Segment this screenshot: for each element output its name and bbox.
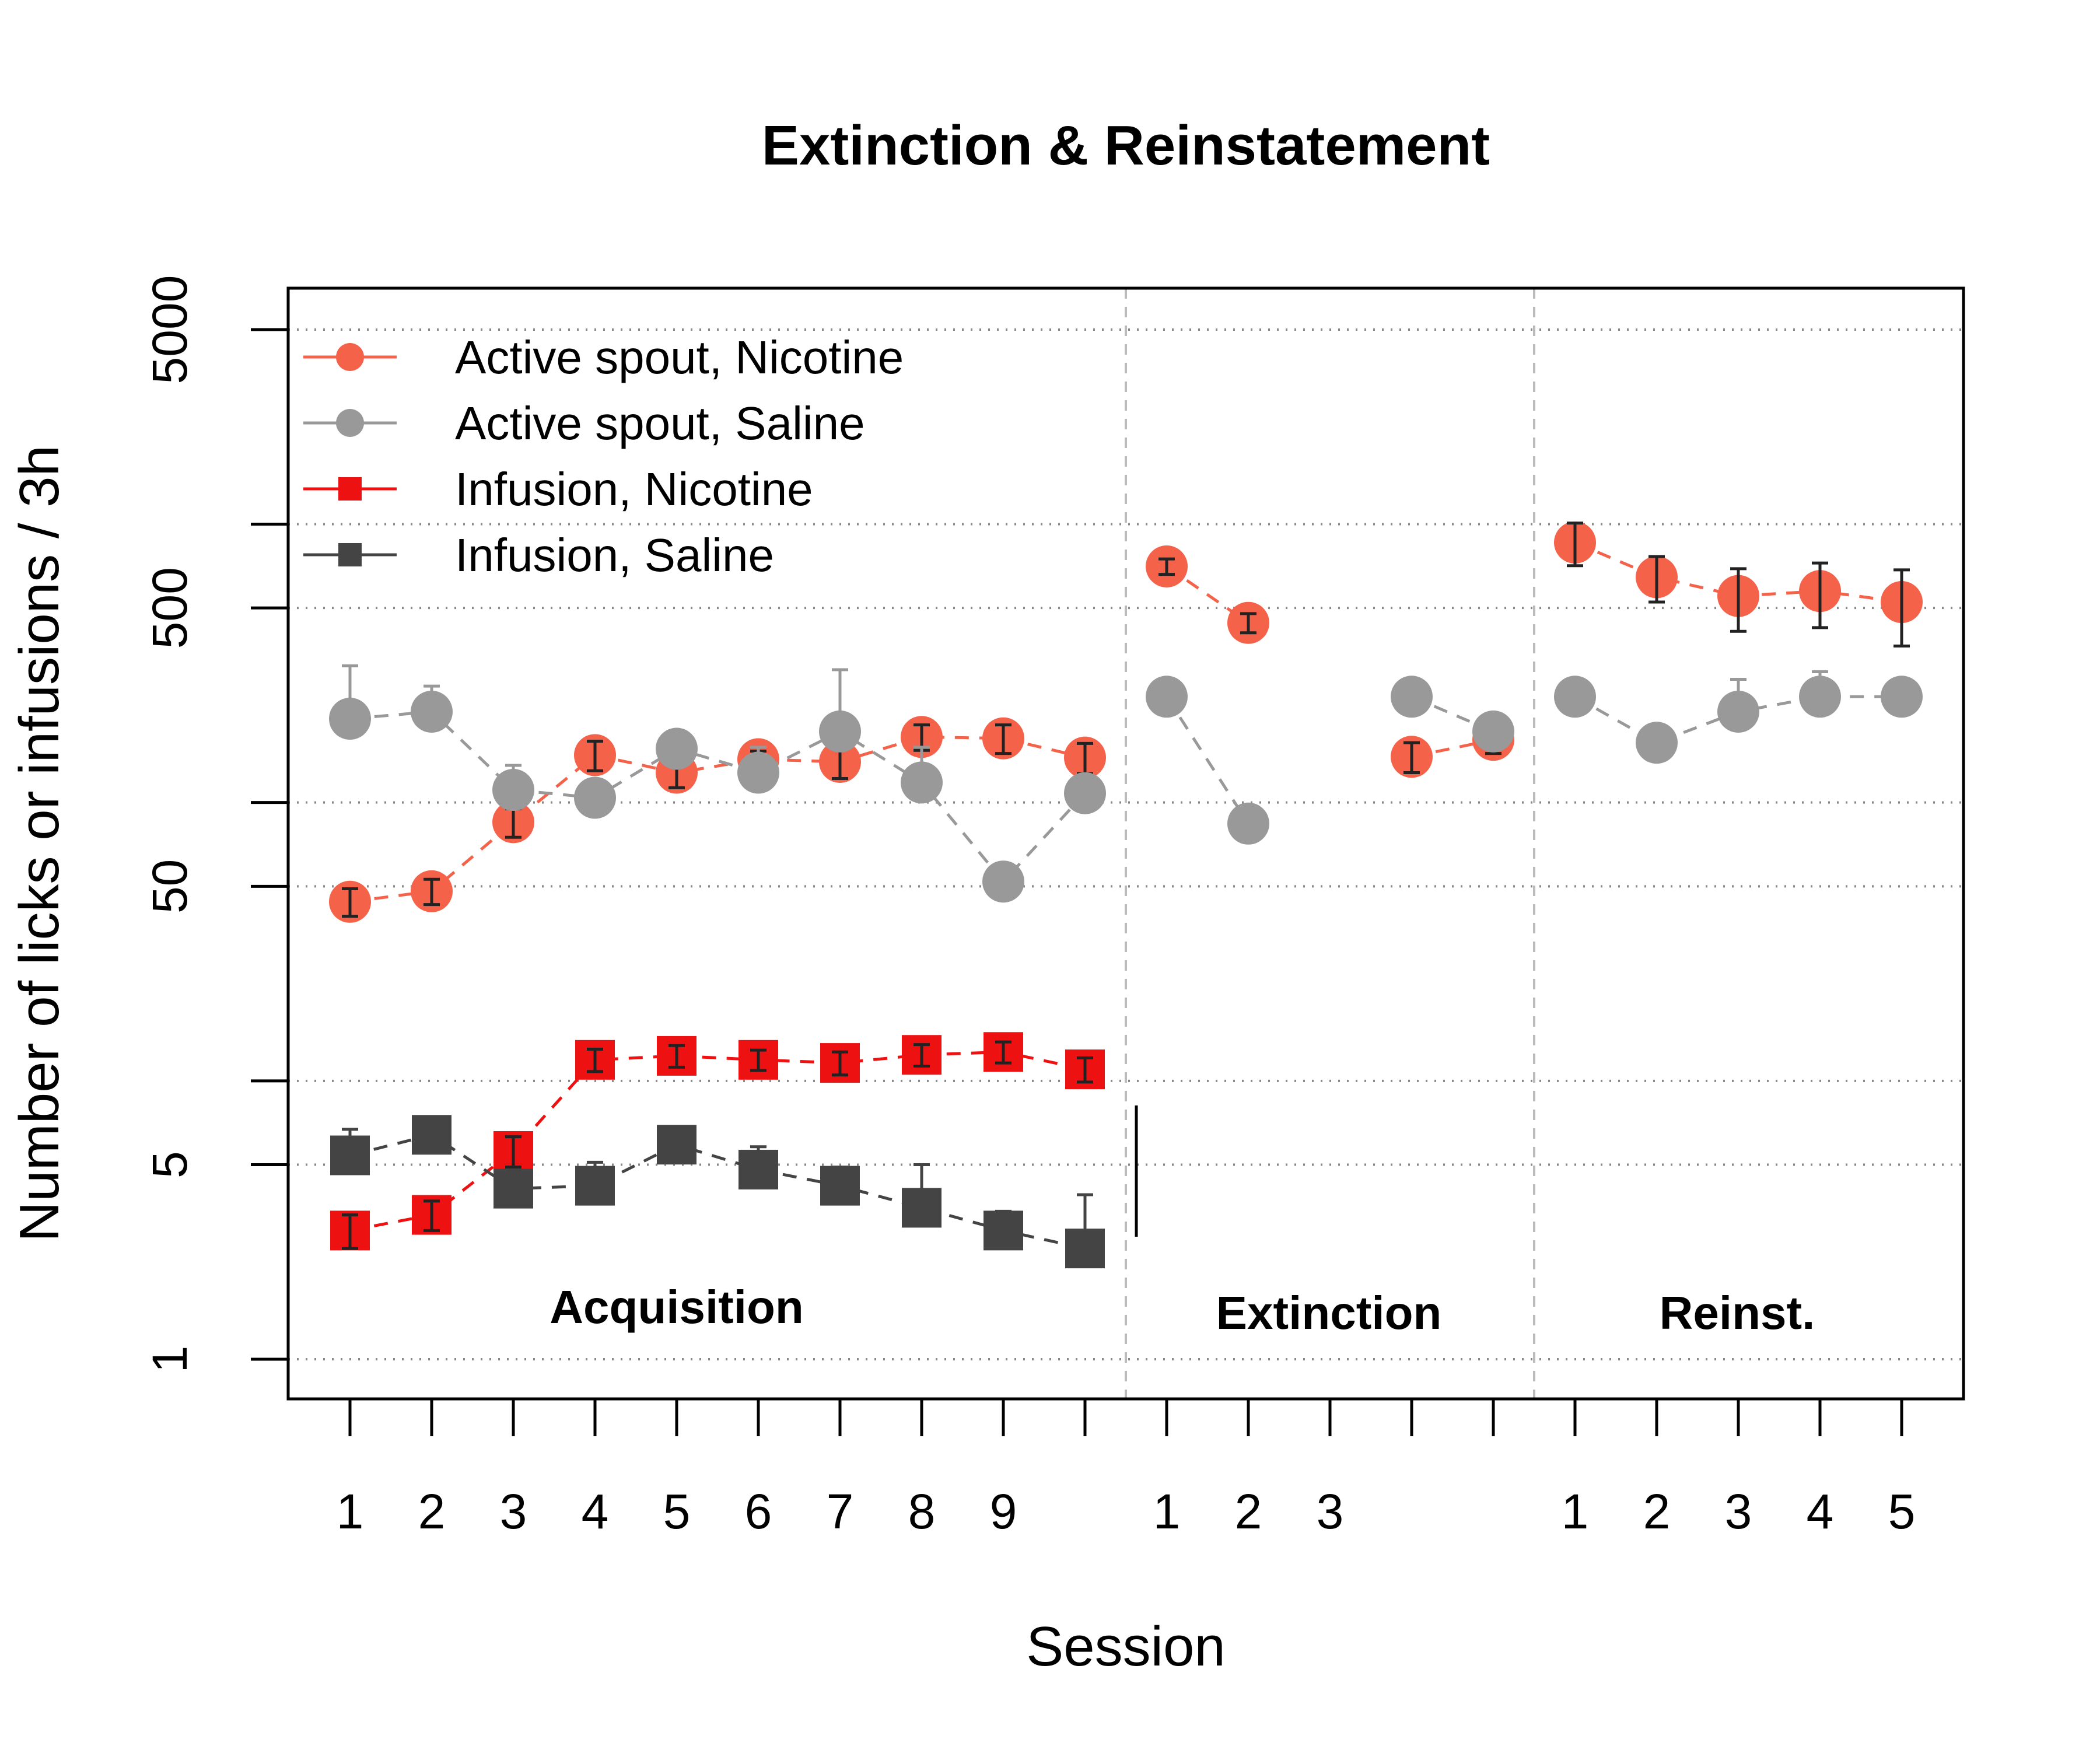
data-point-1-15 (1472, 710, 1514, 753)
y-tick-label-5000: 5000 (142, 275, 197, 384)
x-tick-label-3: 3 (500, 1484, 527, 1539)
data-point-1-18 (1636, 722, 1678, 764)
data-point-1-8 (982, 860, 1024, 903)
data-point-1-19 (1717, 690, 1759, 733)
phase-label-extinction: Extinction (1216, 1287, 1442, 1339)
phase-label-acquisition: Acquisition (550, 1281, 804, 1333)
x-tick-label-20: 5 (1888, 1484, 1916, 1539)
legend-marker-3 (338, 543, 362, 566)
data-point-1-12 (1227, 802, 1269, 845)
data-point-1-1 (411, 690, 453, 733)
data-point-1-0 (329, 698, 371, 740)
x-tick-label-12: 2 (1235, 1484, 1262, 1539)
legend-label-1: Active spout, Saline (455, 397, 865, 449)
chart-title: Extinction & Reinstatement (762, 114, 1490, 177)
x-tick-label-9: 9 (990, 1484, 1017, 1539)
plot-frame (286, 286, 1965, 1401)
data-point-1-17 (1554, 676, 1596, 718)
data-point-1-14 (1391, 676, 1433, 718)
data-point-1-11 (1146, 676, 1188, 718)
x-axis-title: Session (1026, 1615, 1226, 1678)
x-tick-label-4: 4 (582, 1484, 609, 1539)
legend-marker-2 (338, 477, 362, 501)
y-tick-label-1: 1 (142, 1346, 197, 1373)
data-point-3-4 (657, 1125, 696, 1165)
data-point-3-9 (1065, 1229, 1105, 1269)
y-tick-label-500: 500 (142, 567, 197, 649)
x-tick-label-18: 3 (1725, 1484, 1752, 1539)
legend-marker-1 (336, 409, 364, 437)
data-point-1-21 (1881, 676, 1923, 718)
y-axis-title: Number of licks or infusions / 3h (8, 445, 71, 1242)
x-tick-label-6: 6 (745, 1484, 772, 1539)
data-point-3-6 (820, 1166, 860, 1206)
legend-marker-0 (336, 343, 364, 371)
legend-label-0: Active spout, Nicotine (455, 331, 904, 383)
series-line-0 (349, 735, 1086, 904)
data-point-3-5 (738, 1149, 778, 1189)
data-point-1-4 (656, 727, 698, 770)
x-tick-label-1: 1 (337, 1484, 364, 1539)
x-tick-label-7: 7 (827, 1484, 854, 1539)
data-point-1-7 (901, 761, 943, 804)
legend-label-3: Infusion, Saline (455, 529, 774, 581)
data-point-3-0 (330, 1135, 370, 1175)
x-tick-label-19: 4 (1807, 1484, 1834, 1539)
x-tick-label-5: 5 (663, 1484, 691, 1539)
x-tick-label-11: 1 (1153, 1484, 1181, 1539)
data-point-1-5 (737, 751, 779, 794)
data-point-3-3 (575, 1166, 615, 1206)
data-point-3-7 (902, 1188, 942, 1228)
x-tick-label-8: 8 (908, 1484, 936, 1539)
series-layer (329, 522, 1923, 1269)
x-tick-label-2: 2 (418, 1484, 446, 1539)
legend: Active spout, Nicotine Active spout, Sali… (303, 331, 904, 581)
series-line-3 (349, 1133, 1086, 1250)
y-tick-label-5: 5 (142, 1151, 197, 1178)
data-point-1-20 (1799, 676, 1841, 718)
data-point-1-3 (574, 776, 616, 819)
data-point-3-8 (984, 1210, 1023, 1251)
data-point-3-1 (412, 1115, 452, 1155)
legend-label-2: Infusion, Nicotine (455, 463, 813, 515)
series-line-1 (1165, 695, 1250, 825)
data-point-1-6 (819, 710, 861, 753)
x-tick-label-16: 1 (1562, 1484, 1589, 1539)
y-tick-label-50: 50 (142, 859, 197, 914)
x-tick-label-17: 2 (1643, 1484, 1671, 1539)
phase-label-reinst: Reinst. (1660, 1287, 1815, 1339)
data-point-1-9 (1064, 772, 1106, 814)
data-point-1-2 (492, 769, 534, 811)
data-point-3-2 (494, 1168, 533, 1209)
series-line-2 (349, 1050, 1086, 1232)
x-tick-label-13: 3 (1317, 1484, 1344, 1539)
